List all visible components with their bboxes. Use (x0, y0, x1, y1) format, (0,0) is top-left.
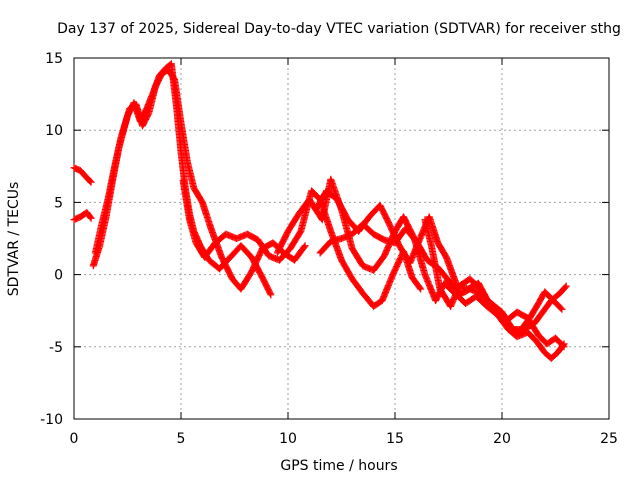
x-tick-label: 20 (493, 431, 511, 447)
data-point (198, 198, 206, 206)
y-tick-label: -10 (40, 412, 63, 428)
data-point (248, 253, 256, 261)
y-tick-label: 0 (54, 268, 63, 284)
data-point (87, 178, 95, 186)
data-point (164, 66, 172, 74)
data-point (117, 133, 125, 141)
data-point (76, 213, 84, 221)
data-point (237, 242, 245, 250)
data-point (207, 224, 215, 232)
data-point (228, 275, 236, 283)
series-track-2 (70, 209, 95, 224)
data-point (76, 167, 84, 175)
data-point (91, 249, 99, 257)
plot-frame (73, 57, 610, 420)
data-point (138, 122, 146, 130)
data-point (126, 105, 134, 113)
data-point (83, 174, 91, 182)
y-tick-label: 15 (45, 51, 63, 67)
data-point (167, 60, 175, 68)
data-point (218, 253, 226, 261)
x-axis-label: GPS time / hours (280, 458, 397, 474)
x-tick-label: 0 (70, 431, 79, 447)
chart-title: Day 137 of 2025, Sidereal Day-to-day VTE… (57, 21, 621, 37)
x-tick-label: 5 (177, 431, 186, 447)
track-marker (266, 289, 274, 297)
data-point (290, 256, 298, 264)
y-tick-label: 10 (45, 123, 63, 139)
series-track-3 (89, 60, 275, 299)
y-tick-labels: -10 -5 0 5 10 15 (40, 51, 63, 428)
data-point (89, 262, 97, 270)
data-point (145, 109, 153, 117)
x-tick-label: 10 (279, 431, 297, 447)
x-tick-label: 15 (386, 431, 404, 447)
track-marker (86, 213, 94, 221)
data-point (70, 216, 78, 224)
data-point (216, 265, 224, 273)
data-series (70, 60, 570, 362)
data-point (111, 162, 119, 170)
data-point (248, 268, 256, 276)
data-point (151, 83, 159, 91)
data-point (87, 214, 95, 222)
data-point (269, 239, 277, 247)
data-point (267, 291, 275, 299)
data-point (104, 194, 112, 202)
data-point (190, 184, 198, 192)
series-track-4 (91, 66, 309, 293)
data-point (226, 253, 234, 261)
data-point (83, 209, 91, 217)
x-tick-labels: 0 5 10 15 20 25 (70, 431, 618, 447)
axis-ticks (73, 57, 610, 420)
data-point (70, 164, 78, 172)
data-point (171, 76, 179, 84)
data-point (158, 70, 166, 78)
track-marker (300, 243, 308, 251)
data-point (183, 158, 191, 166)
track-marker (86, 177, 94, 185)
data-point (177, 119, 185, 127)
data-point (98, 220, 106, 228)
series-track-1 (70, 164, 95, 186)
data-point (205, 256, 213, 264)
data-point (237, 285, 245, 293)
x-tick-label: 25 (600, 431, 618, 447)
y-tick-label: 5 (54, 195, 63, 211)
y-axis-label: SDTVAR / TECUs (6, 182, 22, 297)
data-point (258, 273, 266, 281)
data-point (132, 100, 140, 108)
data-point (301, 242, 309, 250)
y-tick-label: -5 (49, 340, 63, 356)
